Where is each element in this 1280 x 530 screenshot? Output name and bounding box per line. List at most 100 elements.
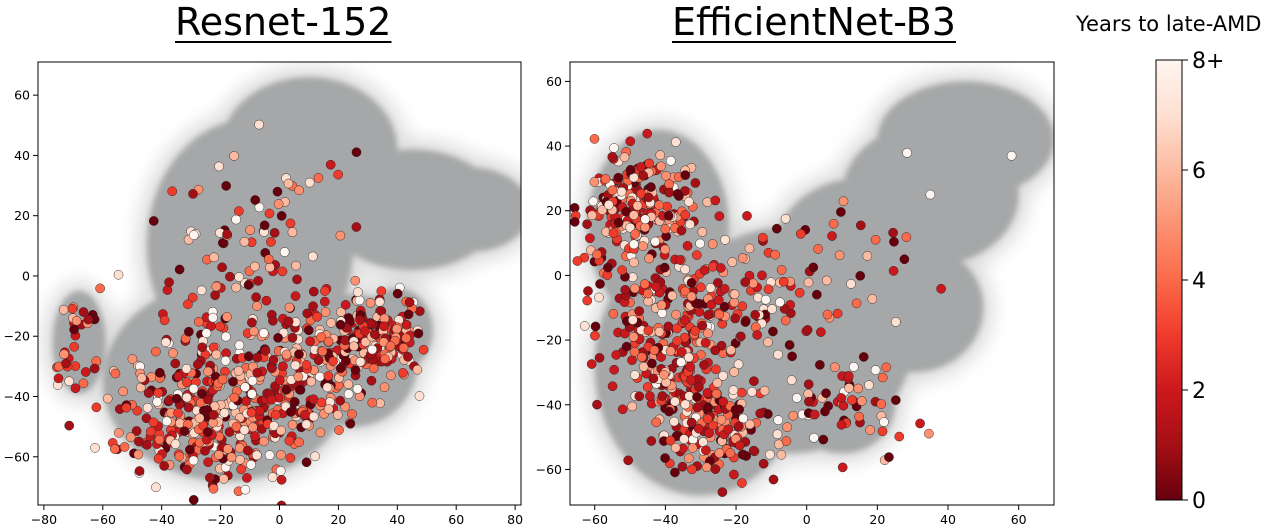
scatter-point bbox=[133, 449, 144, 460]
scatter-point bbox=[401, 319, 412, 330]
scatter-point bbox=[820, 406, 830, 417]
x-tick: 40 bbox=[389, 505, 405, 527]
scatter-point bbox=[418, 344, 429, 355]
scatter-point bbox=[629, 257, 639, 268]
scatter-point bbox=[654, 326, 665, 337]
scatter-point bbox=[118, 386, 128, 397]
scatter-point bbox=[719, 301, 730, 312]
scatter-point bbox=[220, 355, 231, 366]
scatter-point bbox=[278, 361, 288, 372]
scatter-point bbox=[663, 321, 674, 332]
x-tick: 0 bbox=[276, 505, 284, 527]
scatter-point bbox=[802, 325, 813, 335]
scatter-point bbox=[784, 340, 795, 350]
scatter-point bbox=[173, 371, 184, 382]
scatter-point bbox=[187, 292, 198, 303]
scatter-point bbox=[326, 318, 336, 328]
scatter-point bbox=[827, 231, 837, 241]
scatter-point bbox=[664, 406, 674, 417]
scatter-point bbox=[234, 272, 244, 282]
scatter-point bbox=[110, 368, 121, 379]
scatter-point bbox=[780, 213, 791, 224]
scatter-point bbox=[353, 287, 363, 297]
scatter-point bbox=[638, 361, 649, 372]
scatter-point bbox=[316, 397, 327, 408]
scatter-point bbox=[252, 301, 262, 311]
x-tick: 20 bbox=[330, 505, 346, 527]
scatter-point bbox=[203, 395, 213, 405]
scatter-point bbox=[664, 187, 674, 198]
scatter-point bbox=[61, 358, 71, 369]
scatter-point bbox=[707, 239, 718, 249]
scatter-point bbox=[305, 336, 315, 347]
scatter-point bbox=[219, 408, 230, 418]
y-tick-label: 60 bbox=[546, 74, 562, 89]
colorbar-tick-label: 8+ bbox=[1192, 49, 1224, 74]
scatter-point bbox=[627, 355, 637, 366]
scatter-point bbox=[679, 434, 689, 444]
scatter-point bbox=[867, 294, 878, 304]
scatter-point bbox=[650, 236, 661, 247]
scatter-point bbox=[597, 205, 608, 215]
scatter-point bbox=[759, 385, 770, 396]
scatter-point bbox=[231, 282, 241, 293]
scatter-point bbox=[196, 285, 207, 296]
x-tick: 0 bbox=[803, 505, 811, 527]
scatter-point bbox=[737, 253, 748, 263]
y-tick: 60 bbox=[14, 88, 38, 103]
scatter-point bbox=[151, 346, 161, 357]
scatter-point bbox=[675, 255, 685, 265]
scatter-point bbox=[692, 402, 703, 413]
scatter-point bbox=[656, 300, 667, 310]
scatter-point bbox=[109, 444, 120, 454]
scatter-point bbox=[78, 307, 89, 317]
scatter-point bbox=[264, 450, 275, 461]
scatter-point bbox=[715, 263, 726, 273]
y-tick-label: −60 bbox=[4, 449, 30, 464]
scatter-point bbox=[592, 399, 602, 410]
scatter-point bbox=[367, 397, 378, 408]
colorbar-tick-label: 6 bbox=[1192, 159, 1206, 184]
scatter-point bbox=[725, 448, 736, 458]
scatter-point bbox=[317, 346, 328, 357]
scatter-point bbox=[735, 331, 746, 342]
y-tick: −40 bbox=[4, 389, 38, 404]
scatter-point bbox=[203, 457, 213, 468]
y-tick: 60 bbox=[546, 74, 570, 89]
scatter-point bbox=[816, 327, 826, 337]
scatter-point bbox=[231, 214, 241, 225]
scatter-point bbox=[258, 328, 269, 338]
scatter-point bbox=[670, 467, 680, 478]
scatter-point bbox=[218, 474, 229, 484]
scatter-point bbox=[58, 304, 69, 315]
scatter-point bbox=[855, 220, 866, 231]
scatter-point bbox=[706, 299, 717, 310]
scatter-point bbox=[765, 449, 775, 460]
scatter-point bbox=[211, 281, 222, 292]
scatter-point bbox=[292, 274, 302, 285]
scatter-point bbox=[737, 387, 747, 398]
scatter-point bbox=[695, 282, 706, 293]
scatter-point bbox=[660, 453, 670, 463]
scatter-point bbox=[657, 391, 668, 401]
scatter-point bbox=[254, 119, 264, 130]
scatter-point bbox=[264, 208, 275, 219]
y-tick: −60 bbox=[4, 449, 38, 464]
scatter-point bbox=[679, 315, 690, 326]
scatter-point bbox=[247, 375, 258, 386]
scatter-point bbox=[803, 379, 814, 390]
scatter-point bbox=[660, 224, 671, 234]
x-tick: −20 bbox=[723, 505, 749, 527]
scatter-point bbox=[385, 341, 396, 351]
scatter-point bbox=[691, 298, 701, 309]
scatter-point bbox=[588, 196, 599, 207]
scatter-point bbox=[83, 314, 94, 325]
scatter-point bbox=[662, 201, 672, 212]
scatter-point bbox=[335, 230, 346, 241]
scatter-point bbox=[716, 414, 727, 425]
scatter-point bbox=[281, 384, 292, 395]
y-tick: 0 bbox=[554, 268, 570, 283]
scatter-point bbox=[646, 182, 656, 192]
scatter-point bbox=[808, 262, 819, 273]
scatter-point bbox=[391, 324, 402, 334]
